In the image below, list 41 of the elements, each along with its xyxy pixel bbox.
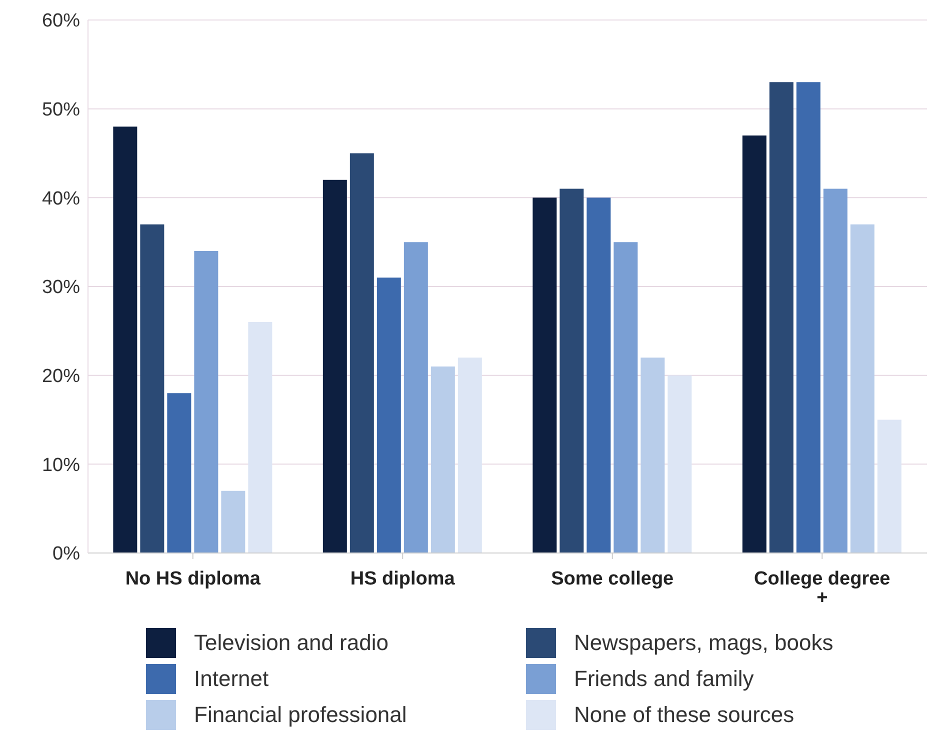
bar: [640, 358, 665, 553]
bar: [458, 358, 482, 553]
bar: [248, 322, 272, 553]
legend-label: Internet: [194, 666, 269, 692]
legend-label: Financial professional: [194, 702, 407, 728]
bar: [877, 420, 902, 553]
bar: [167, 393, 192, 553]
bar: [376, 278, 401, 553]
x-tick-label: College degree +: [754, 568, 890, 608]
bar: [668, 375, 692, 553]
bar: [221, 490, 246, 553]
x-tick-label: HS diploma: [350, 568, 456, 590]
bar: [614, 242, 638, 553]
bar: [586, 198, 611, 553]
bar: [140, 224, 164, 553]
legend-label: Friends and family: [574, 666, 754, 692]
x-tick-label: Some college: [551, 568, 674, 590]
legend-label: Television and radio: [194, 630, 388, 656]
y-tick-label: 40%: [42, 188, 80, 210]
y-tick-label: 30%: [42, 277, 80, 298]
bar: [350, 153, 374, 553]
bar: [532, 198, 557, 553]
y-tick-label: 20%: [42, 366, 80, 388]
bar: [430, 366, 455, 553]
bar: [194, 250, 218, 553]
bar: [850, 224, 874, 553]
bar: [769, 82, 794, 553]
bar: [742, 135, 766, 553]
x-tick-label: No HS diploma: [125, 568, 261, 590]
legend-label: None of these sources: [574, 702, 794, 728]
bar: [796, 82, 820, 553]
bar: [404, 242, 428, 553]
y-tick-label: 0%: [52, 544, 80, 565]
legend-label: Newspapers, mags, books: [574, 630, 834, 656]
y-tick-label: 60%: [42, 10, 80, 32]
bar: [113, 126, 138, 553]
bar: [823, 188, 848, 553]
bar: [560, 188, 584, 553]
y-tick-label: 50%: [42, 100, 80, 121]
bar: [322, 180, 347, 553]
y-tick-label: 10%: [42, 454, 80, 476]
